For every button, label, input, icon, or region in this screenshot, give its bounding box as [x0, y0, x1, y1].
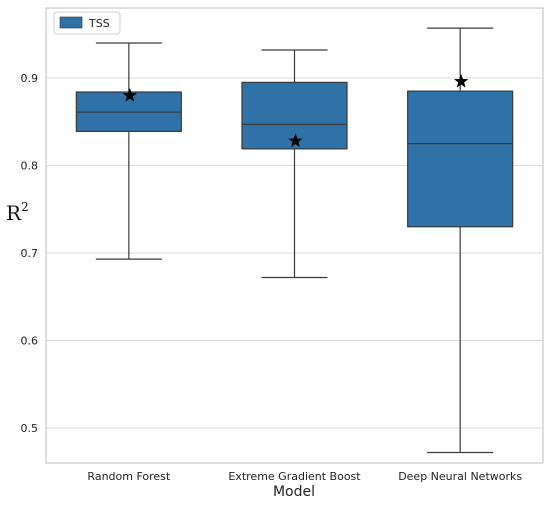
star-marker-0 [122, 88, 137, 102]
y-tick-label-0: 0.5 [21, 422, 39, 435]
y-tick-label-1: 0.6 [21, 335, 39, 348]
x-tick-label-1: Extreme Gradient Boost [228, 470, 361, 483]
y-tick-labels: 0.5 0.6 0.7 0.8 0.9 [21, 72, 39, 435]
box-group-2 [407, 27, 514, 454]
box-group-1 [241, 49, 348, 279]
x-tick-label-2: Deep Neural Networks [398, 470, 522, 483]
y-axis-title-base: R [6, 201, 22, 225]
x-axis-title: Model [273, 484, 315, 500]
boxes [75, 27, 514, 454]
legend: TSS [53, 11, 121, 35]
x-tick-labels: Random Forest Extreme Gradient Boost Deep … [87, 470, 522, 483]
y-tick-label-4: 0.9 [21, 72, 39, 85]
x-tick-label-0: Random Forest [87, 470, 170, 483]
y-axis-title-superscript: 2 [21, 200, 29, 214]
iqr-box-2 [407, 90, 514, 228]
y-tick-label-2: 0.7 [21, 247, 39, 260]
star-marker-1 [288, 133, 303, 148]
legend-swatch [59, 16, 83, 29]
legend-label: TSS [88, 17, 110, 30]
y-axis-title: R2 [6, 200, 29, 225]
box-group-0 [75, 42, 182, 260]
y-tick-label-3: 0.8 [21, 160, 39, 173]
star-marker-2 [454, 74, 469, 88]
